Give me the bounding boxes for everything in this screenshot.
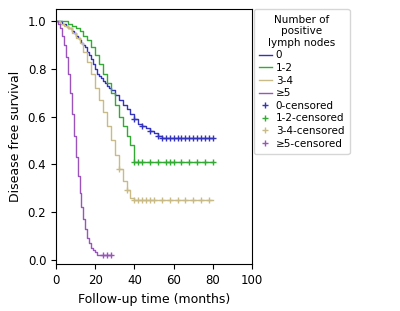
Legend: 0, 1-2, 3-4, ≥5, 0-censored, 1-2-censored, 3-4-censored, ≥5-censored: 0, 1-2, 3-4, ≥5, 0-censored, 1-2-censore… xyxy=(254,9,350,154)
Y-axis label: Disease free survival: Disease free survival xyxy=(9,71,22,202)
X-axis label: Follow-up time (months): Follow-up time (months) xyxy=(78,293,230,306)
